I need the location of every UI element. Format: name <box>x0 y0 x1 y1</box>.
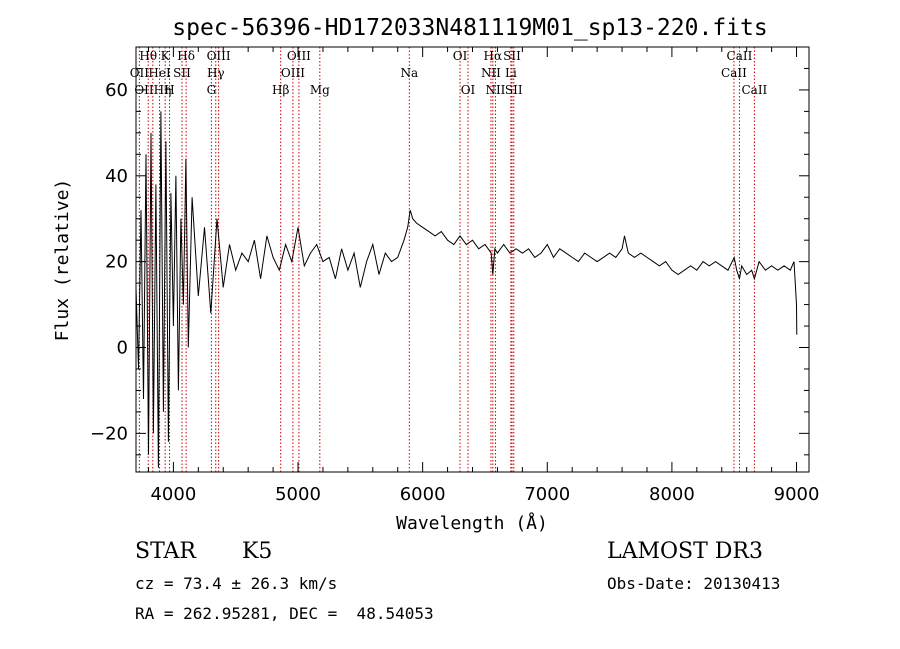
y-axis: −20 0 20 40 60 <box>90 46 809 456</box>
line-label-19: NII <box>481 66 501 80</box>
x-tick-label-3: 7000 <box>524 484 570 505</box>
redshift-cz: cz = 73.4 ± 26.3 km/s <box>135 574 338 593</box>
line-label-14: Mg <box>310 83 330 97</box>
object-class: STAR <box>135 539 196 564</box>
line-label-4: HeI <box>148 66 171 80</box>
x-tick-label-4: 8000 <box>649 484 695 505</box>
line-label-7: SII <box>173 66 191 80</box>
line-label-0: Hθ <box>139 49 157 63</box>
observation-date: Obs-Date: 20130413 <box>607 574 781 593</box>
line-label-15: Na <box>400 66 418 80</box>
x-tick-label-5: 9000 <box>774 484 820 505</box>
y-axis-label: Flux (relative) <box>52 179 73 342</box>
line-label-6: Hδ <box>177 49 195 63</box>
line-label-22: Li <box>505 66 517 80</box>
emission-line-markers <box>138 47 755 472</box>
line-label-3: K <box>161 49 171 63</box>
survey-name: LAMOST DR3 <box>607 539 763 564</box>
chart-title: spec-56396-HD172033N481119M01_sp13-220.f… <box>172 15 767 41</box>
line-label-11: OIII <box>287 49 311 63</box>
line-label-2: OIIHη <box>134 83 171 97</box>
line-label-25: CaII <box>721 66 747 80</box>
line-label-10: G <box>207 83 217 97</box>
line-label-18: Hα <box>484 49 503 63</box>
line-label-23: SII <box>505 83 523 97</box>
x-axis-label: Wavelength (Å) <box>396 512 548 534</box>
line-label-17: OI <box>461 83 476 97</box>
line-label-8: OIII <box>207 49 231 63</box>
flux-series <box>135 111 798 468</box>
x-tick-label-1: 5000 <box>275 484 321 505</box>
plot-frame <box>135 46 810 473</box>
line-label-26: CaII <box>741 83 767 97</box>
coordinates: RA = 262.95281, DEC = 48.54053 <box>135 604 434 623</box>
y-tick-label-2: 20 <box>105 252 128 273</box>
x-axis: 4000 5000 6000 7000 8000 9000 <box>147 47 820 505</box>
line-label-12: OIII <box>281 66 305 80</box>
line-label-24: CaII <box>727 49 753 63</box>
line-label-5: H <box>164 83 174 97</box>
line-label-20: NII <box>485 83 505 97</box>
line-label-1: OII <box>130 66 150 80</box>
line-label-21: SII <box>503 49 521 63</box>
y-tick-label-3: 40 <box>105 166 128 187</box>
y-tick-label-1: 0 <box>117 338 128 359</box>
y-tick-label-4: 60 <box>105 80 128 101</box>
line-label-16: OI <box>453 49 468 63</box>
emission-line-labels: Hθ OII OIIHη K HeI H Hδ SII OIII Hγ G OIII OIII Hβ Mg N… <box>130 49 768 97</box>
series-line-0 <box>135 111 798 468</box>
y-tick-label-0: −20 <box>90 423 128 444</box>
x-tick-label-0: 4000 <box>150 484 196 505</box>
line-label-9: Hγ <box>207 66 225 80</box>
line-label-13: Hβ <box>272 83 289 97</box>
x-tick-label-2: 6000 <box>400 484 446 505</box>
object-subclass: K5 <box>242 539 273 564</box>
